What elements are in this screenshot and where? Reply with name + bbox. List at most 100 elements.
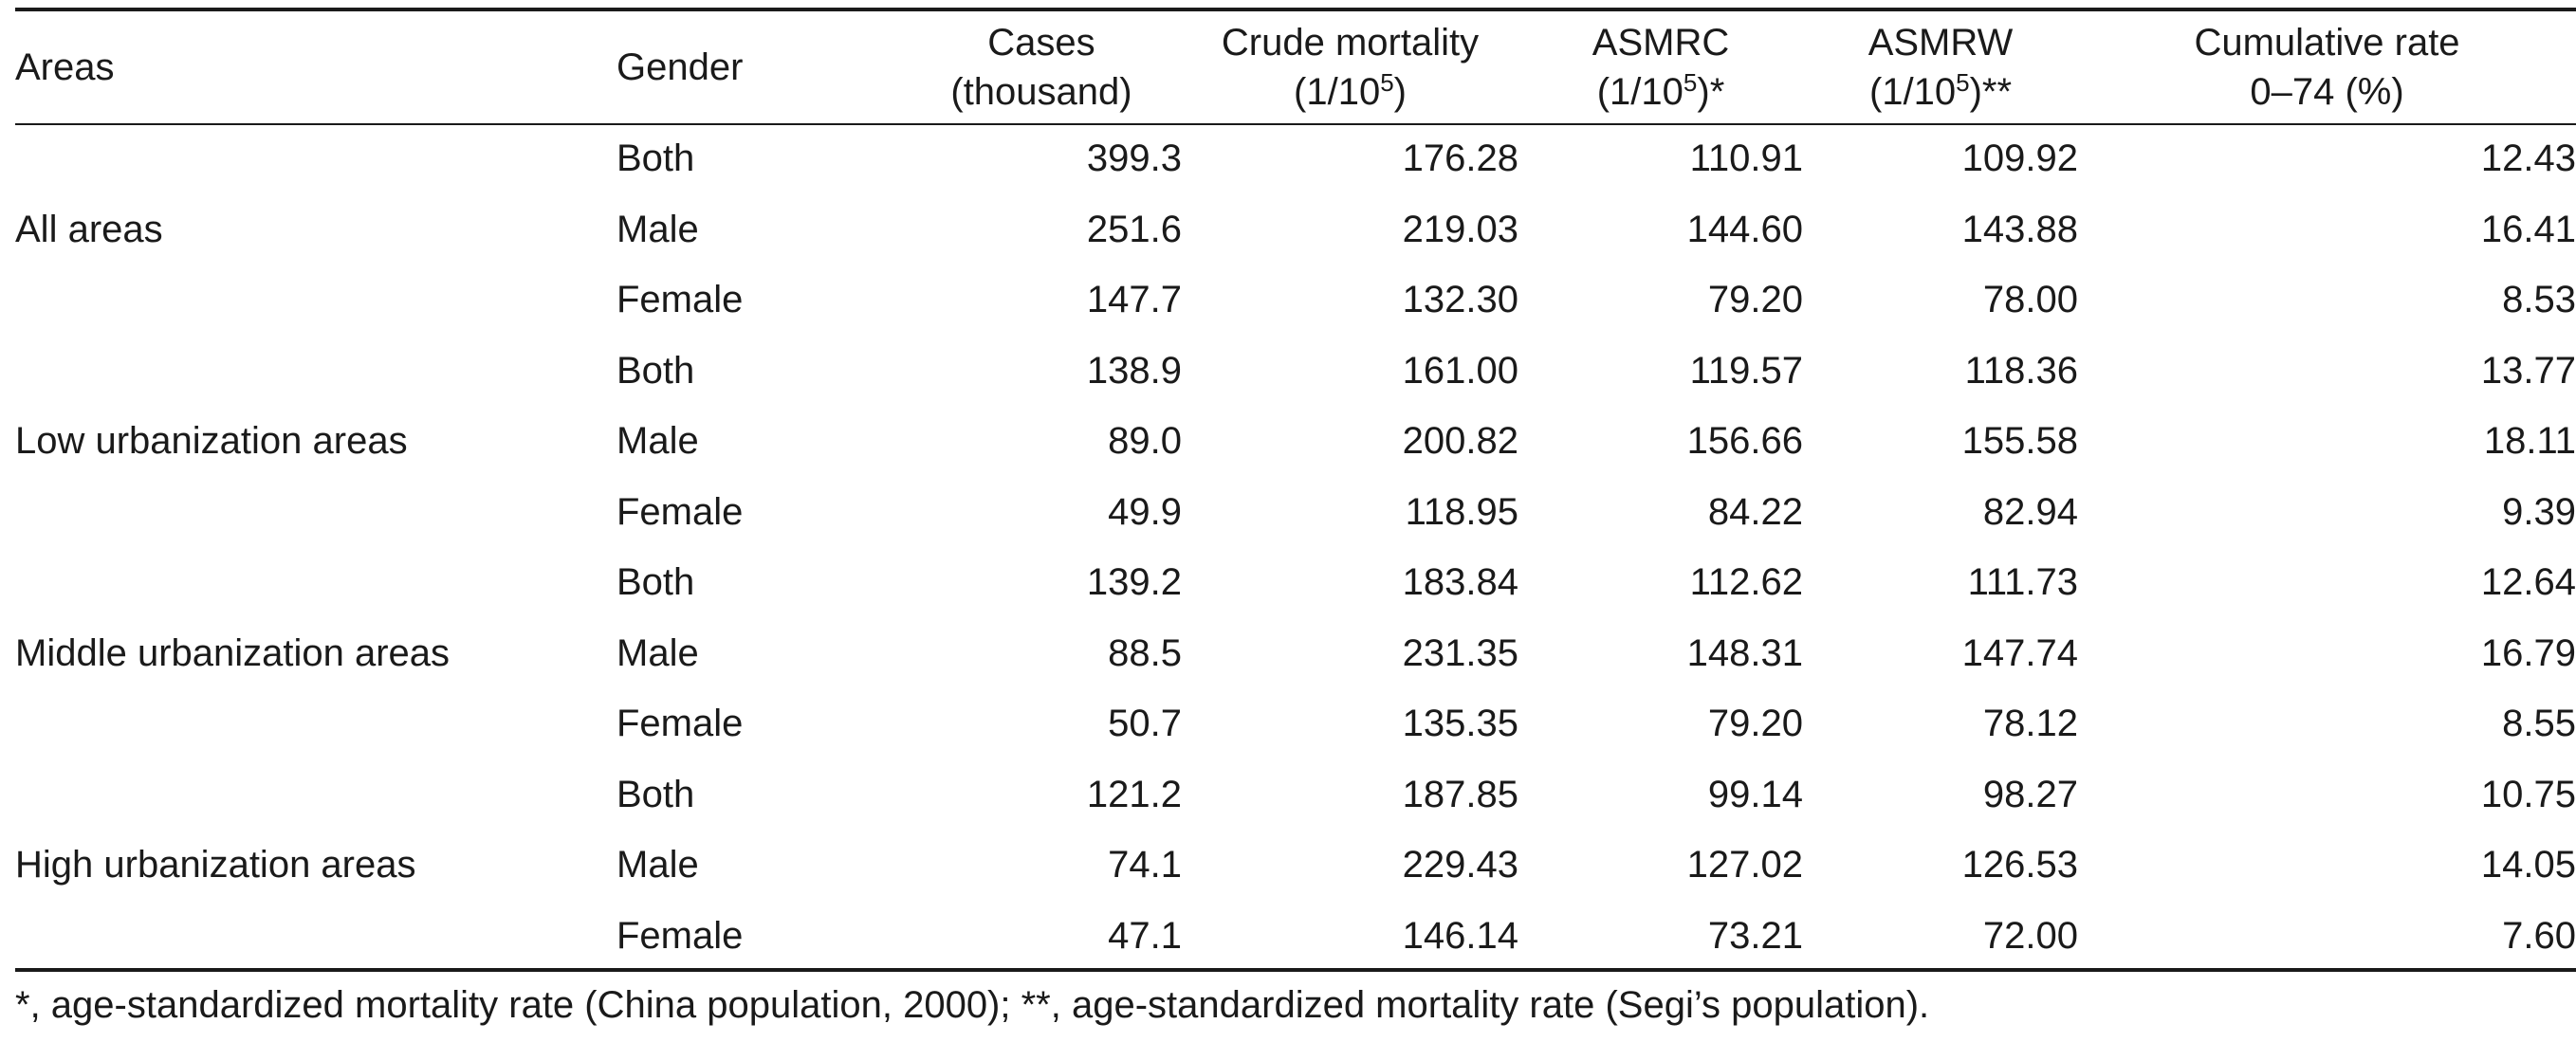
table-row: Middle urbanization areas Both 139.2 183…	[15, 547, 2576, 674]
gender-cell: Both	[616, 773, 695, 815]
gender-cell: Both	[616, 561, 695, 604]
cum-cell: 16.41	[2480, 208, 2576, 250]
crude-cell: 219.03	[1402, 208, 1518, 250]
asmrc-cell: 79.20	[1707, 703, 1803, 745]
crude-cell: 176.28	[1402, 137, 1518, 180]
gender-cell: Male	[616, 844, 699, 887]
header-asmrw: ASMRW (1/105)**	[1803, 11, 2078, 123]
header-gender: Gender	[616, 46, 744, 88]
header-asmrw-line1: ASMRW	[1868, 22, 2014, 64]
cases-cell: 138.9	[1086, 349, 1182, 392]
header-asmrc-exponent: 5	[1683, 68, 1698, 97]
cum-cell: 16.79	[2480, 631, 2576, 674]
gender-cell: Male	[616, 208, 699, 250]
header-asmrw-line2: (1/105)**	[1803, 67, 2078, 117]
cum-cell: 14.05	[2480, 844, 2576, 887]
table-row: Male 74.1 229.43 127.02 126.53 14.05	[15, 830, 2576, 901]
table-row: Female 49.9 118.95 84.22 82.94 9.39	[15, 477, 2576, 548]
asmrc-cell: 112.62	[1689, 561, 1803, 604]
header-asmrw-exponent: 5	[1956, 68, 1970, 97]
header-cases-line2: (thousand)	[950, 71, 1132, 113]
cases-cell: 47.1	[1108, 914, 1182, 957]
asmrc-cell: 119.57	[1689, 349, 1803, 392]
table-row: Male 251.6 219.03 144.60 143.88 16.41	[15, 194, 2576, 265]
table-footnote: *, age-standardized mortality rate (Chin…	[15, 984, 1930, 1026]
header-areas: Areas	[15, 46, 115, 88]
asmrc-cell: 73.21	[1707, 914, 1803, 957]
asmrc-cell: 79.20	[1707, 279, 1803, 321]
cum-cell: 9.39	[2502, 490, 2576, 533]
table-header: Areas Gender Cases (thousand) Crude mort…	[15, 11, 2576, 123]
header-cum-line2: 0–74 (%)	[2250, 71, 2404, 113]
cum-cell: 13.77	[2480, 349, 2576, 392]
crude-cell: 183.84	[1402, 561, 1518, 604]
area-label: High urbanization areas	[15, 844, 416, 887]
crude-cell: 231.35	[1402, 631, 1518, 674]
header-cases: Cases (thousand)	[901, 11, 1182, 123]
asmrc-cell: 127.02	[1686, 844, 1803, 887]
header-cum-line1: Cumulative rate	[2194, 22, 2460, 64]
crude-cell: 132.30	[1402, 279, 1518, 321]
mortality-table: Areas Gender Cases (thousand) Crude mort…	[15, 11, 2576, 971]
header-asmrc-unit: (1/10	[1596, 71, 1684, 113]
header-crude-exponent: 5	[1380, 68, 1394, 97]
crude-cell: 135.35	[1402, 703, 1518, 745]
header-cases-line1: Cases	[987, 22, 1095, 64]
asmrc-cell: 99.14	[1707, 773, 1803, 815]
asmrw-cell: 143.88	[1961, 208, 2078, 250]
gender-cell: Both	[616, 349, 695, 392]
asmrw-cell: 147.74	[1961, 631, 2078, 674]
cum-cell: 18.11	[2483, 420, 2576, 463]
header-crude-close: )	[1393, 71, 1407, 113]
table-row: Female 47.1 146.14 73.21 72.00 7.60	[15, 901, 2576, 972]
table-row: Male 88.5 231.35 148.31 147.74 16.79	[15, 618, 2576, 689]
header-asmrw-unit: (1/10	[1868, 71, 1957, 113]
asmrw-cell: 82.94	[1982, 490, 2078, 533]
asmrw-cell: 78.12	[1982, 703, 2078, 745]
table-row: All areas Both 399.3 176.28 110.91 109.9…	[15, 123, 2576, 250]
asmrw-cell: 111.73	[1967, 561, 2078, 604]
asmrc-cell: 84.22	[1707, 490, 1803, 533]
table-row: High urbanization areas Both 121.2 187.8…	[15, 759, 2576, 887]
cum-cell: 7.60	[2502, 914, 2576, 957]
cum-cell: 12.43	[2480, 137, 2576, 180]
cum-cell: 8.55	[2502, 703, 2576, 745]
gender-cell: Female	[616, 914, 744, 957]
cases-cell: 399.3	[1086, 137, 1182, 180]
asmrc-cell: 144.60	[1686, 208, 1803, 250]
header-crude-unit: (1/10	[1294, 71, 1381, 113]
asmrw-cell: 109.92	[1961, 137, 2078, 180]
crude-cell: 229.43	[1402, 844, 1518, 887]
header-crude-mortality: Crude mortality (1/105)	[1182, 11, 1518, 123]
crude-cell: 118.95	[1405, 490, 1518, 533]
table-body: All areas Both 399.3 176.28 110.91 109.9…	[15, 123, 2576, 971]
cases-cell: 139.2	[1086, 561, 1182, 604]
gender-cell: Female	[616, 490, 744, 533]
header-asmrw-close: )**	[1969, 71, 2013, 113]
table-row: Male 89.0 200.82 156.66 155.58 18.11	[15, 406, 2576, 477]
asmrw-cell: 98.27	[1982, 773, 2078, 815]
table-row: Female 147.7 132.30 79.20 78.00 8.53	[15, 265, 2576, 336]
asmrw-cell: 78.00	[1982, 279, 2078, 321]
cases-cell: 89.0	[1108, 420, 1182, 463]
crude-cell: 146.14	[1402, 914, 1518, 957]
cum-cell: 10.75	[2480, 773, 2576, 815]
header-crude-line1: Crude mortality	[1221, 22, 1480, 64]
cases-cell: 49.9	[1108, 490, 1182, 533]
header-cumulative-rate: Cumulative rate 0–74 (%)	[2078, 11, 2576, 123]
area-label: Low urbanization areas	[15, 420, 408, 463]
asmrw-cell: 126.53	[1961, 844, 2078, 887]
cum-cell: 8.53	[2502, 279, 2576, 321]
table-bottom-rule	[15, 968, 2576, 972]
cases-cell: 88.5	[1108, 631, 1182, 674]
header-asmrc-line1: ASMRC	[1592, 22, 1730, 64]
asmrw-cell: 155.58	[1961, 420, 2078, 463]
crude-cell: 200.82	[1402, 420, 1518, 463]
cum-cell: 12.64	[2480, 561, 2576, 604]
header-crude-line2: (1/105)	[1182, 67, 1518, 117]
cases-cell: 74.1	[1108, 844, 1182, 887]
area-label: All areas	[15, 208, 163, 250]
asmrw-cell: 72.00	[1982, 914, 2078, 957]
table-header-rule	[15, 123, 2576, 125]
header-asmrc: ASMRC (1/105)*	[1518, 11, 1803, 123]
